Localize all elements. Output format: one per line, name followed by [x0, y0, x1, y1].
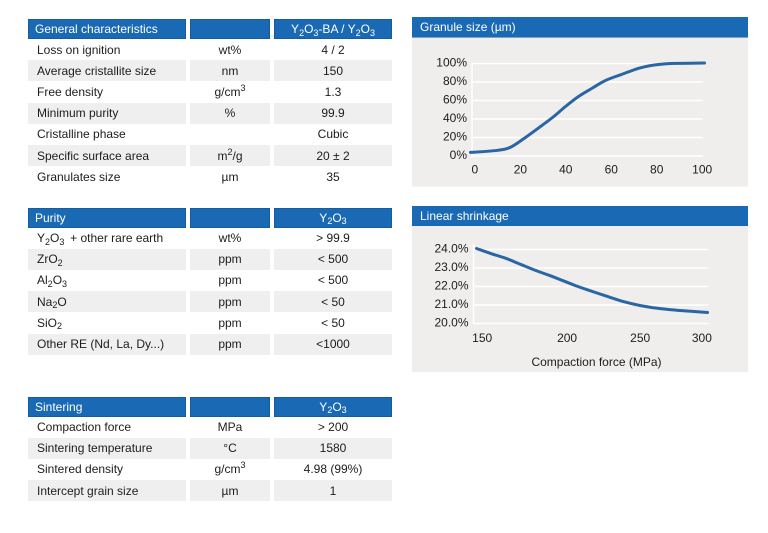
- svg-text:40%: 40%: [442, 111, 466, 125]
- svg-text:20: 20: [513, 163, 527, 177]
- svg-text:250: 250: [630, 331, 650, 345]
- svg-text:100%: 100%: [436, 56, 467, 70]
- svg-text:22.0%: 22.0%: [434, 279, 468, 293]
- svg-text:40: 40: [559, 163, 573, 177]
- svg-text:0%: 0%: [449, 148, 467, 162]
- svg-text:24.0%: 24.0%: [434, 242, 468, 256]
- svg-text:20.0%: 20.0%: [434, 316, 468, 330]
- svg-text:300: 300: [691, 331, 711, 345]
- svg-text:200: 200: [557, 331, 577, 345]
- svg-text:21.0%: 21.0%: [434, 297, 468, 311]
- svg-text:20%: 20%: [442, 130, 466, 144]
- svg-text:23.0%: 23.0%: [434, 260, 468, 274]
- svg-text:Compaction force (MPa): Compaction force (MPa): [531, 355, 661, 369]
- svg-text:0: 0: [471, 163, 478, 177]
- svg-text:150: 150: [472, 331, 492, 345]
- svg-text:80%: 80%: [442, 74, 466, 88]
- svg-text:80: 80: [650, 163, 664, 177]
- svg-text:60: 60: [604, 163, 618, 177]
- svg-text:100: 100: [692, 163, 712, 177]
- svg-text:60%: 60%: [442, 93, 466, 107]
